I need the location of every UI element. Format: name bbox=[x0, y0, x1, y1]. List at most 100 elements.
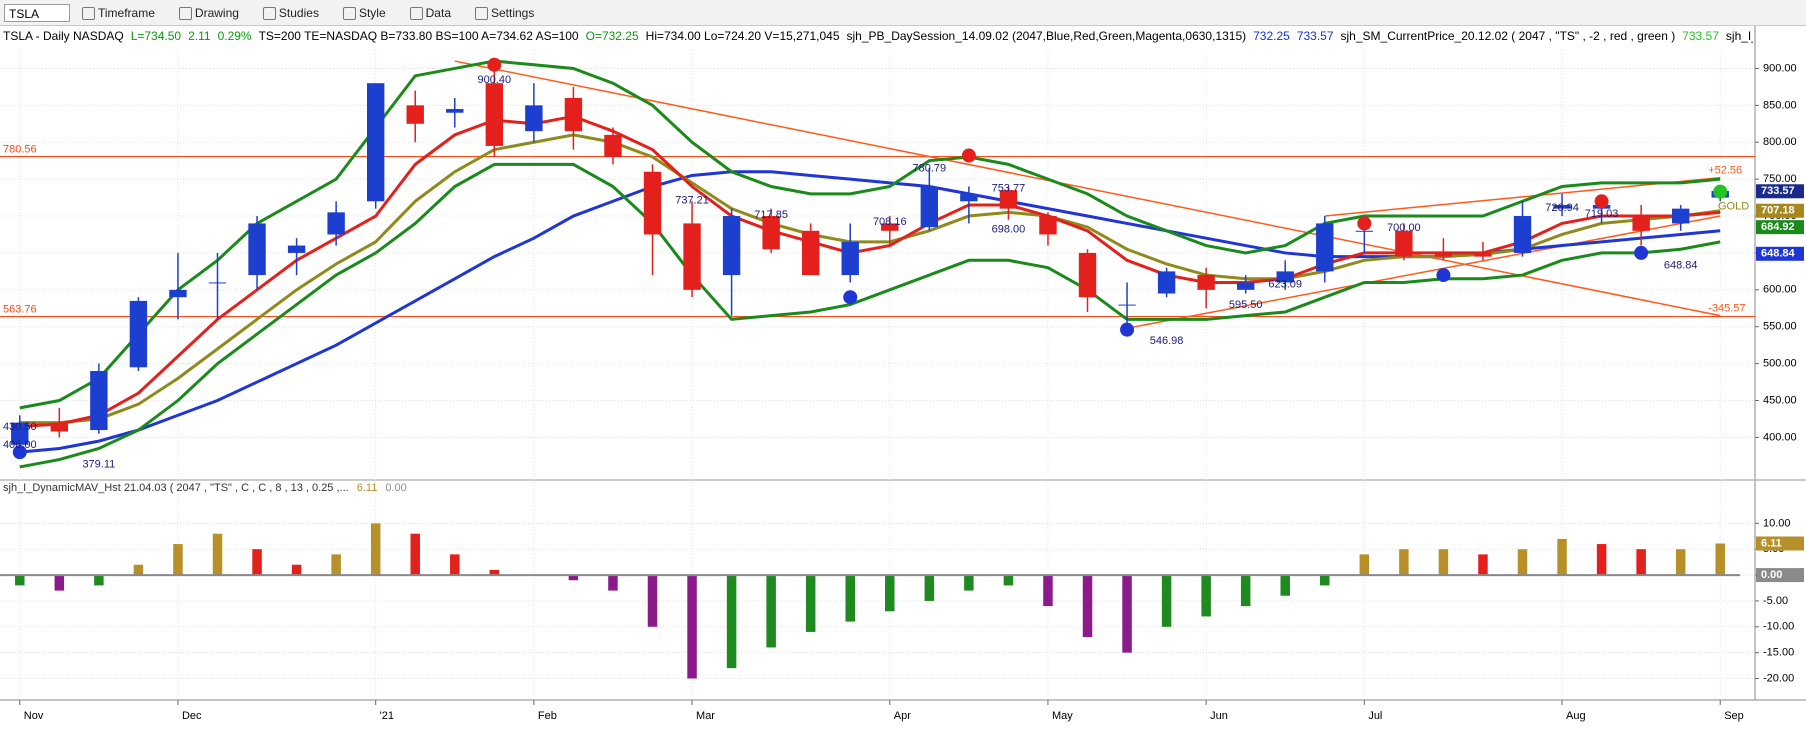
header-text: 733.57 bbox=[1682, 29, 1719, 43]
header-text: 0.29% bbox=[217, 29, 252, 43]
series-label: GOLD bbox=[1718, 201, 1749, 213]
price-annotation: 379.11 bbox=[82, 459, 115, 471]
candle-body bbox=[90, 371, 108, 431]
price-tag-label: 733.57 bbox=[1761, 185, 1795, 197]
price-annotation: 648.84 bbox=[1664, 260, 1698, 272]
y-tick-label: -15.00 bbox=[1763, 647, 1794, 659]
price-annotation: 717.85 bbox=[754, 209, 788, 221]
price-annotation: 700.00 bbox=[1387, 222, 1421, 234]
signal-dot bbox=[1357, 216, 1372, 231]
y-tick-label: 10.00 bbox=[1763, 517, 1791, 529]
y-tick-label: 600.00 bbox=[1763, 284, 1797, 296]
histogram-bar bbox=[252, 549, 262, 576]
toolbar-button[interactable]: Settings bbox=[473, 6, 534, 20]
candle-body bbox=[1157, 271, 1176, 294]
candle-body bbox=[1434, 252, 1453, 257]
price-tag-label: 707.18 bbox=[1761, 205, 1795, 217]
candle-body bbox=[960, 193, 978, 202]
histogram-bar bbox=[608, 575, 618, 591]
histogram-bar bbox=[647, 575, 658, 627]
histogram-bar bbox=[885, 575, 895, 612]
histogram-bar bbox=[687, 575, 697, 679]
histogram-bar bbox=[133, 564, 144, 576]
candle-body bbox=[1474, 252, 1492, 257]
price-annotation: 595.50 bbox=[1229, 299, 1263, 311]
histogram-bar bbox=[370, 523, 381, 576]
candle-body bbox=[525, 105, 543, 132]
toolbar: TSLA Timeframe Drawing Studies Style Data Set… bbox=[0, 0, 1806, 26]
signal-dot bbox=[843, 290, 858, 305]
candle-body bbox=[1355, 230, 1374, 232]
signal-dot bbox=[961, 148, 976, 163]
histogram-bar bbox=[15, 575, 25, 586]
histogram-bar bbox=[1636, 549, 1646, 576]
candle-body bbox=[248, 223, 266, 276]
y-tick-label: 850.00 bbox=[1763, 99, 1797, 111]
price-annotation: 623.09 bbox=[1268, 279, 1302, 291]
x-tick-label: Aug bbox=[1566, 710, 1586, 722]
header-text: TSLA - Daily NASDAQ bbox=[3, 29, 124, 43]
header-text: sjh_I_SunnyBands$$_... bbox=[1725, 29, 1753, 43]
histogram-bar bbox=[1715, 543, 1725, 576]
histogram-bar bbox=[568, 575, 579, 581]
signal-dot bbox=[487, 57, 502, 72]
histogram-bar bbox=[1399, 549, 1409, 576]
toolbar-button[interactable]: Timeframe bbox=[80, 6, 155, 20]
header-text: sjh_PB_DaySession_14.09.02 (2047,Blue,Re… bbox=[846, 29, 1247, 43]
y-tick-label: -5.00 bbox=[1763, 595, 1788, 607]
price-annotation: 546.98 bbox=[1150, 335, 1184, 347]
histogram-bar bbox=[1043, 575, 1053, 607]
histogram-bar bbox=[924, 575, 935, 601]
histogram-bar bbox=[94, 575, 104, 586]
moving-average bbox=[19, 162, 1721, 469]
candle-body bbox=[1513, 216, 1532, 253]
histogram-bar bbox=[1438, 549, 1449, 576]
candle-body bbox=[1395, 230, 1413, 257]
histogram-bar bbox=[1557, 538, 1567, 576]
value-tag-label: 0.00 bbox=[1761, 569, 1782, 581]
histogram-bar bbox=[1478, 554, 1488, 576]
signal-dot bbox=[1713, 184, 1728, 199]
histogram-bar bbox=[212, 533, 223, 576]
toolbar-button[interactable]: Style bbox=[341, 6, 386, 20]
candle-body bbox=[920, 186, 939, 228]
x-tick-label: Nov bbox=[24, 710, 44, 722]
candle-body bbox=[564, 97, 583, 132]
histogram-bar bbox=[1161, 575, 1172, 627]
candle-body bbox=[485, 83, 504, 146]
candle-body bbox=[129, 300, 148, 368]
histogram-bar bbox=[726, 575, 737, 669]
y-tick-label: -20.00 bbox=[1763, 672, 1794, 684]
histogram-bar bbox=[450, 554, 460, 576]
histogram-bar bbox=[964, 575, 974, 591]
price-annotation: 430.50 bbox=[3, 421, 37, 433]
histogram-bar bbox=[805, 575, 816, 632]
y-tick-label: 800.00 bbox=[1763, 136, 1797, 148]
candle-body bbox=[1118, 304, 1136, 306]
histogram-bar bbox=[766, 575, 776, 648]
price-annotation: 719.03 bbox=[1585, 208, 1619, 220]
candle-body bbox=[762, 216, 780, 250]
price-annotation: 698.00 bbox=[992, 223, 1026, 235]
signal-dot bbox=[1436, 268, 1451, 283]
price-tag bbox=[1756, 220, 1804, 235]
symbol-input[interactable]: TSLA bbox=[4, 3, 70, 22]
price-tag bbox=[1756, 203, 1804, 218]
header-text: TS=200 TE=NASDAQ B=733.80 BS=100 A=734.6… bbox=[258, 29, 579, 43]
candle-body bbox=[1553, 204, 1571, 209]
x-tick-label: Jun bbox=[1210, 710, 1228, 722]
toolbar-button[interactable]: Drawing bbox=[177, 6, 239, 20]
x-tick-label: '21 bbox=[380, 710, 394, 722]
candle-body bbox=[1078, 252, 1097, 298]
toolbar-button[interactable]: Data bbox=[408, 6, 451, 20]
price-tag bbox=[1756, 184, 1804, 199]
histogram-bar bbox=[1201, 575, 1211, 617]
candle-body bbox=[1276, 271, 1294, 283]
x-tick-label: Sep bbox=[1724, 710, 1744, 722]
candle-body bbox=[208, 282, 227, 284]
histogram-bar bbox=[845, 575, 855, 622]
histogram-bar bbox=[1596, 544, 1607, 576]
toolbar-button[interactable]: Studies bbox=[261, 6, 319, 20]
x-tick-label: Mar bbox=[696, 710, 715, 722]
